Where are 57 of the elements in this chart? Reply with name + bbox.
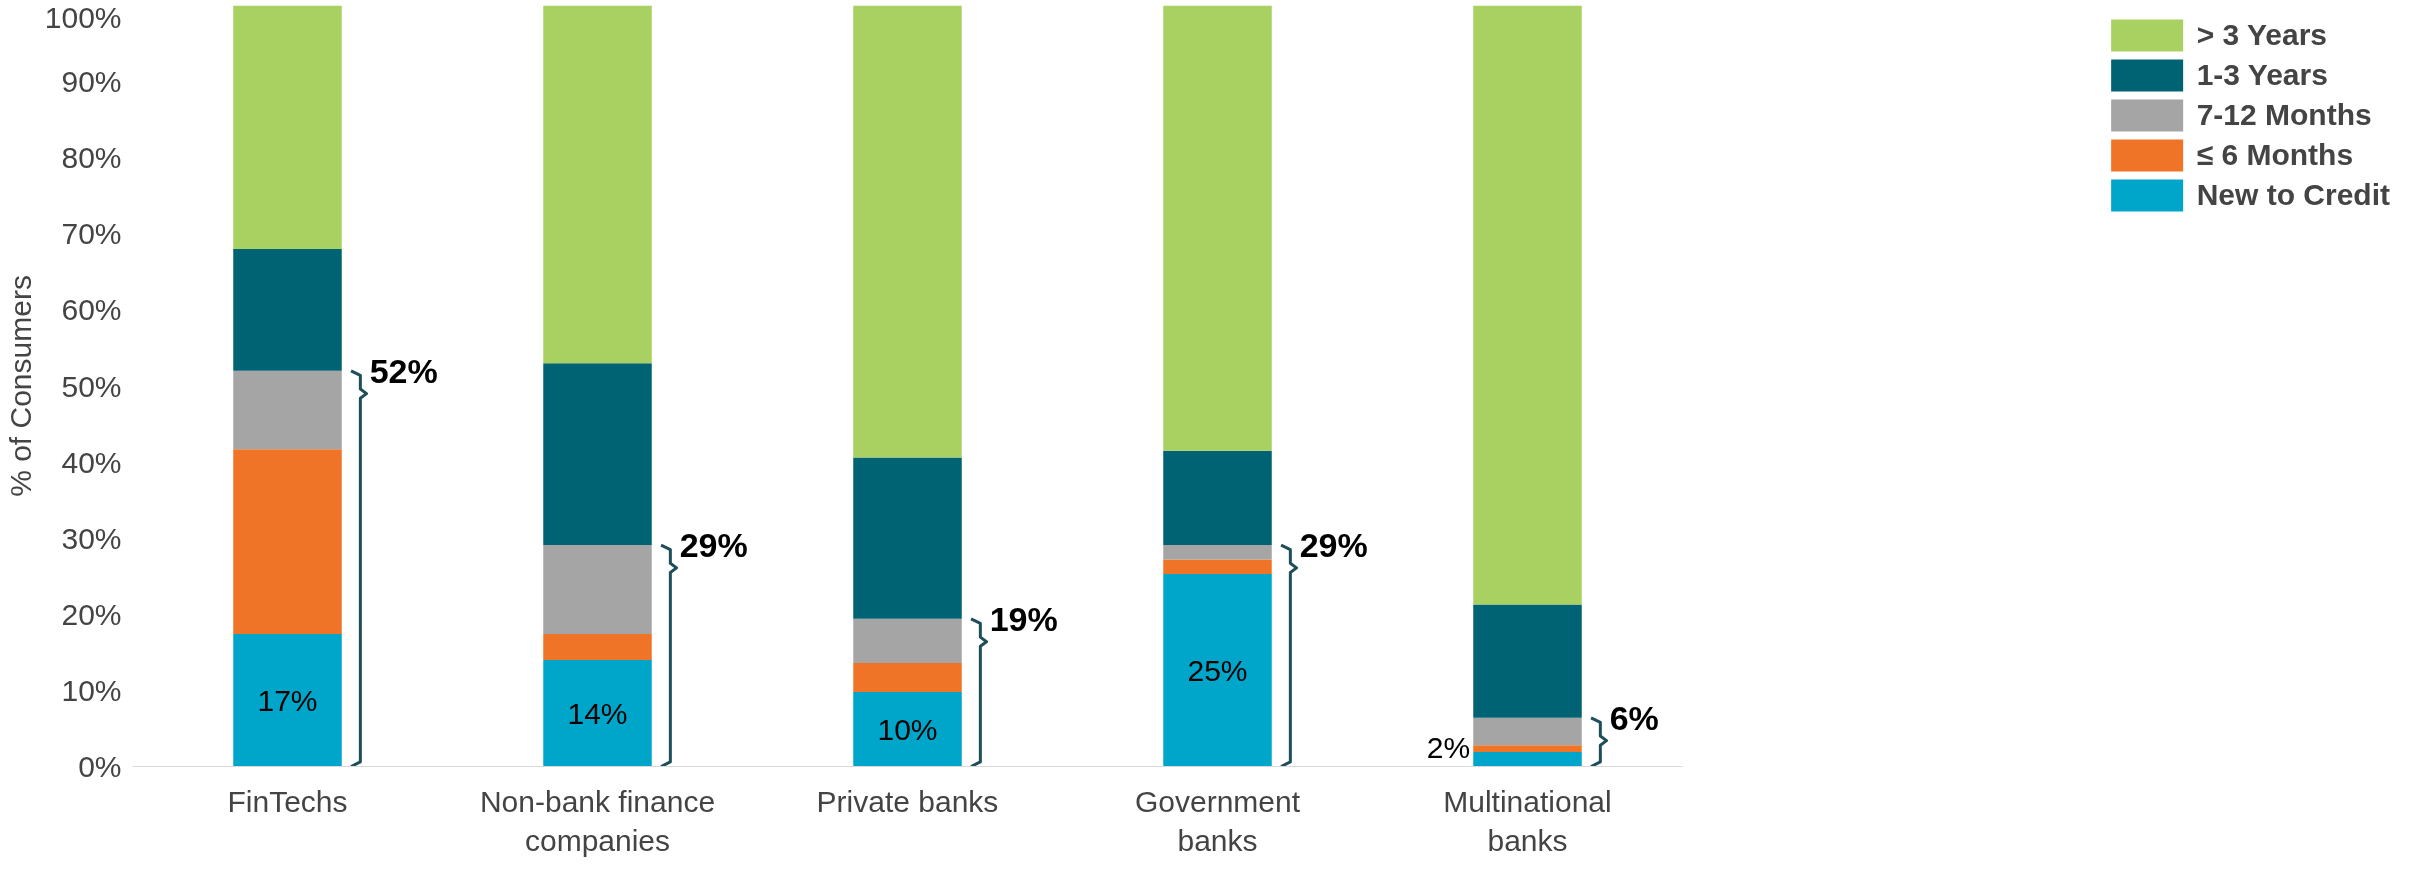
bar: [233, 634, 342, 767]
bar: [543, 634, 652, 660]
legend-label: ≤ 6 Months: [2196, 137, 2354, 173]
data-label: 10%: [877, 712, 938, 746]
bar: [1473, 604, 1582, 718]
y-tick-label: 20%: [61, 597, 122, 631]
x-tick-label: Government banks: [1134, 784, 1301, 858]
legend-label: 7-12 Months: [2196, 97, 2372, 133]
y-tick-label: 70%: [61, 217, 122, 251]
annotation: 29%: [1299, 526, 1368, 565]
annotation: 52%: [369, 351, 438, 390]
bar: [853, 663, 962, 692]
bar: [543, 363, 652, 546]
legend-label: New to Credit: [2196, 177, 2390, 213]
y-tick-label: 80%: [61, 141, 122, 175]
y-tick-label: 40%: [61, 445, 122, 479]
x-tick-label: Multinational banks: [1443, 784, 1612, 858]
data-label: 17%: [257, 683, 318, 717]
y-tick-label: 90%: [61, 65, 122, 99]
annotation: 6%: [1609, 698, 1659, 737]
x-tick-label: Private banks: [816, 784, 999, 818]
bar: [233, 249, 342, 371]
annotation: 29%: [679, 526, 748, 565]
bar: [1163, 559, 1272, 574]
bar: [543, 5, 652, 364]
bar: [853, 618, 962, 663]
bar: [233, 370, 342, 450]
bar: [1473, 5, 1582, 605]
y-tick-label: 100%: [44, 0, 122, 34]
bar: [1163, 545, 1272, 560]
annotation: 19%: [989, 599, 1058, 638]
legend-label: > 3 Years: [2196, 17, 2328, 53]
x-tick-label: FinTechs: [227, 784, 348, 818]
bar: [233, 5, 342, 250]
data-label: 2%: [1426, 730, 1471, 764]
bar: [543, 545, 652, 635]
y-tick-label: 60%: [61, 293, 122, 327]
y-axis-title: % of Consumers: [3, 275, 37, 497]
bar: [1473, 752, 1582, 767]
legend-label: 1-3 Years: [2196, 57, 2328, 93]
bar: [853, 457, 962, 619]
data-label: 25%: [1187, 653, 1248, 687]
y-tick-label: 0%: [78, 750, 122, 783]
data-label: 14%: [567, 696, 628, 730]
bar: [233, 449, 342, 635]
bar: [853, 691, 962, 767]
y-tick-label: 30%: [61, 521, 122, 555]
bar: [1473, 745, 1582, 753]
y-tick-label: 10%: [61, 673, 122, 707]
bar: [543, 659, 652, 767]
bar: [1163, 5, 1272, 451]
bar: [853, 5, 962, 458]
bar: [1163, 450, 1272, 546]
y-tick-label: 50%: [61, 369, 122, 403]
bar: [1473, 717, 1582, 746]
bar: [1163, 573, 1272, 767]
x-tick-label: Non-bank finance companies: [479, 784, 716, 858]
